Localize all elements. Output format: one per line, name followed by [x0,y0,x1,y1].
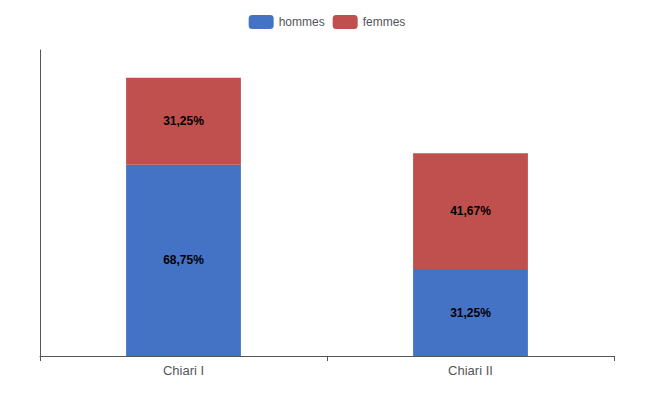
svg-text:Chiari II: Chiari II [448,363,493,378]
svg-text:68,75%: 68,75% [163,253,204,267]
svg-text:hommes: hommes [279,15,325,29]
svg-text:Chiari I: Chiari I [163,363,204,378]
svg-text:31,25%: 31,25% [163,114,204,128]
svg-text:41,67%: 41,67% [450,204,491,218]
svg-text:femmes: femmes [363,15,406,29]
svg-text:31,25%: 31,25% [450,306,491,320]
